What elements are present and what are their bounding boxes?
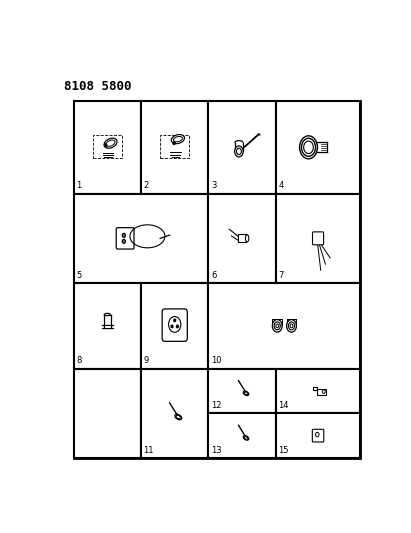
Ellipse shape [243,435,249,440]
Ellipse shape [122,239,125,244]
Text: 8: 8 [76,357,82,366]
Ellipse shape [174,319,176,322]
Text: 9: 9 [143,357,149,366]
Bar [276,101,360,193]
Bar [313,387,317,390]
Ellipse shape [274,322,280,330]
Bar [141,369,208,458]
Ellipse shape [171,325,173,328]
Text: 13: 13 [211,446,222,455]
Ellipse shape [304,141,313,154]
Ellipse shape [235,146,243,157]
Text: 3: 3 [211,181,216,190]
Text: 6: 6 [211,271,216,280]
Bar [104,325,111,328]
Text: 8108 5800: 8108 5800 [64,80,132,93]
Ellipse shape [276,324,279,328]
Text: 14: 14 [278,401,289,410]
Ellipse shape [175,414,182,419]
Ellipse shape [171,134,185,144]
Ellipse shape [176,415,180,419]
FancyBboxPatch shape [312,232,323,245]
Bar [208,369,276,413]
Bar [93,135,122,158]
Ellipse shape [272,320,282,332]
Bar [74,283,141,369]
Ellipse shape [286,320,296,332]
Bar [141,101,208,193]
Ellipse shape [300,136,317,159]
Ellipse shape [244,437,248,439]
Text: 1: 1 [76,181,81,190]
Ellipse shape [245,235,249,242]
Bar [74,101,360,458]
Bar [208,101,276,193]
Bar [208,413,276,458]
Ellipse shape [106,140,115,147]
Bar [208,283,360,369]
Bar [238,235,246,243]
Bar [160,135,189,158]
Ellipse shape [236,148,241,155]
Bar [74,101,141,193]
Ellipse shape [244,392,248,394]
Ellipse shape [243,391,249,395]
Ellipse shape [169,317,181,332]
Text: 11: 11 [143,446,154,455]
Text: 10: 10 [211,357,222,366]
Ellipse shape [173,142,175,144]
Bar [208,193,276,283]
Ellipse shape [173,136,182,142]
Text: 12: 12 [211,401,222,410]
Text: 2: 2 [143,181,149,190]
Text: 7: 7 [278,271,284,280]
Ellipse shape [322,390,325,393]
Bar [317,389,326,395]
Bar [141,283,208,369]
Text: 15: 15 [278,446,289,455]
Ellipse shape [176,325,178,328]
Bar [74,369,141,458]
FancyBboxPatch shape [162,309,187,341]
Ellipse shape [302,138,316,156]
Ellipse shape [290,324,293,328]
Ellipse shape [289,322,295,330]
Text: 5: 5 [76,271,81,280]
FancyBboxPatch shape [312,429,324,442]
Bar [276,413,360,458]
Ellipse shape [105,144,107,147]
Ellipse shape [104,138,117,148]
Bar [74,193,208,283]
Ellipse shape [122,233,125,237]
FancyBboxPatch shape [116,228,134,249]
Text: 4: 4 [278,181,284,190]
Bar [276,369,360,413]
Ellipse shape [316,432,319,437]
Bar [276,193,360,283]
